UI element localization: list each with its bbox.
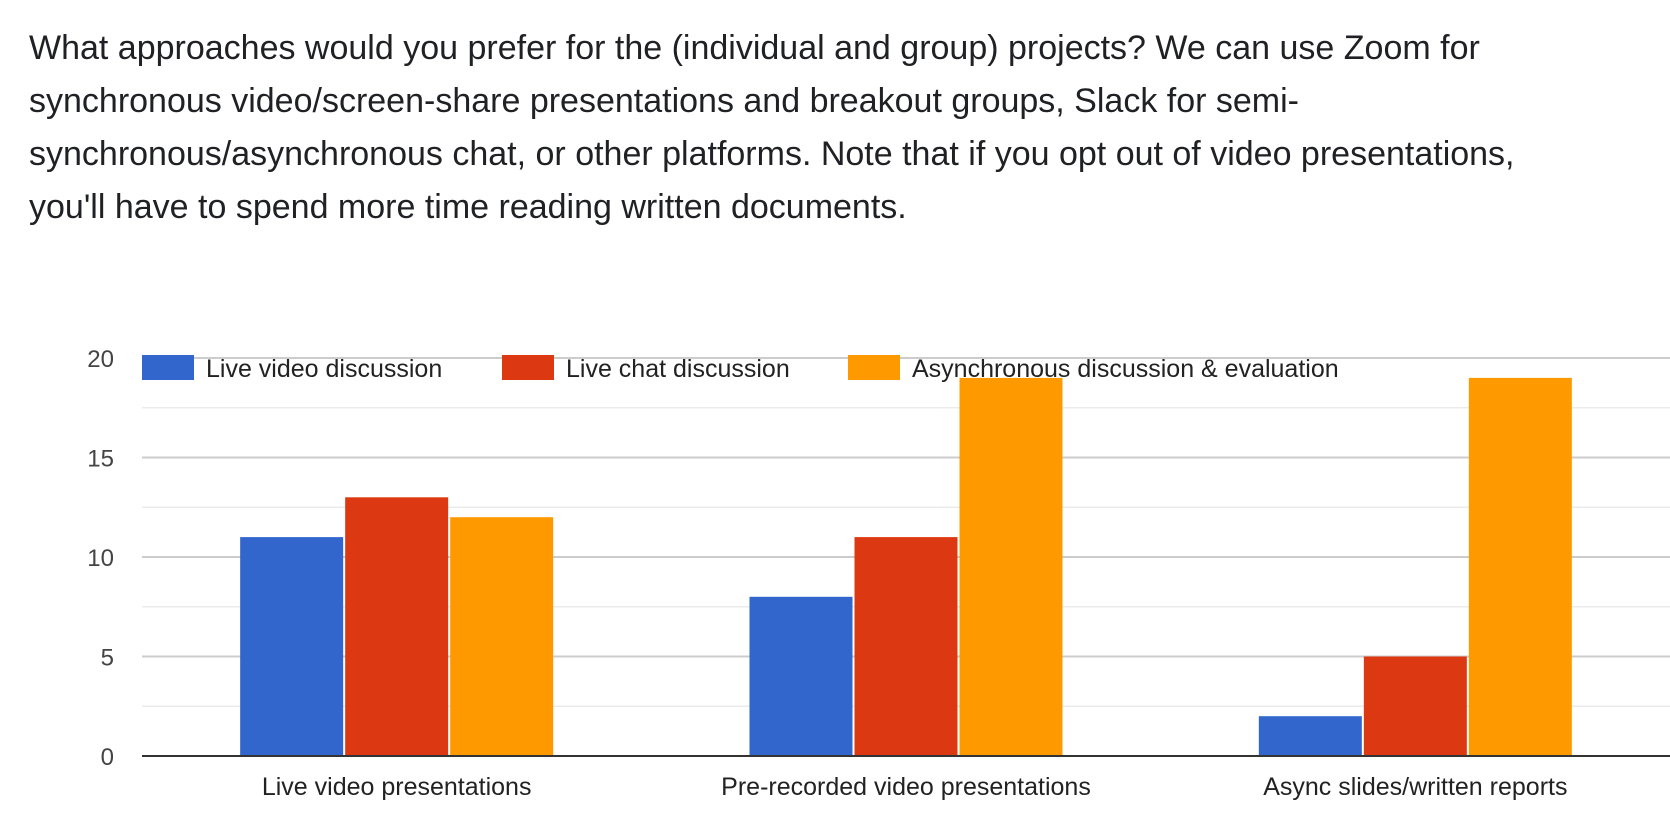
bar	[450, 517, 554, 756]
legend-label: Live chat discussion	[566, 355, 790, 383]
bar	[345, 497, 449, 756]
legend-label: Live video discussion	[206, 355, 442, 383]
legend-swatch	[502, 355, 554, 380]
y-tick-label: 5	[101, 645, 114, 672]
question-text: What approaches would you prefer for the…	[29, 29, 1515, 226]
legend: Live video discussion Live chat discussio…	[142, 355, 1339, 383]
x-category-label: Async slides/written reports	[1263, 773, 1567, 801]
y-tick-label: 0	[101, 744, 114, 771]
axes: 0 5 10 15 20 Live video presentations Pre-reco…	[87, 346, 1670, 801]
bar	[1468, 377, 1572, 756]
x-category-label: Pre-recorded video presentations	[721, 773, 1091, 801]
bar	[1258, 716, 1362, 756]
y-tick-label: 10	[87, 545, 114, 572]
y-tick-label: 20	[87, 346, 114, 373]
x-category-label: Live video presentations	[262, 773, 532, 801]
bar	[1363, 656, 1467, 756]
legend-swatch	[848, 355, 900, 380]
bar	[959, 377, 1063, 756]
legend-swatch	[142, 355, 194, 380]
bar	[749, 596, 853, 756]
y-tick-label: 15	[87, 446, 114, 473]
legend-label: Asynchronous discussion & evaluation	[912, 355, 1339, 383]
bars	[240, 377, 1572, 756]
bar	[240, 537, 344, 756]
bar	[854, 537, 958, 756]
